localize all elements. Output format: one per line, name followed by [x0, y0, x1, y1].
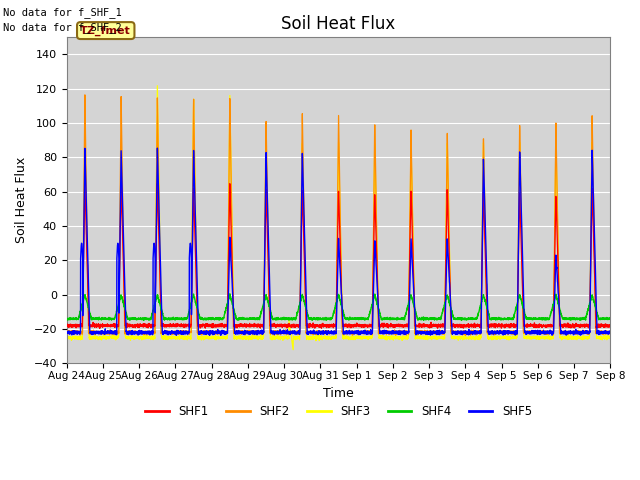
- Text: TZ_fmet: TZ_fmet: [81, 25, 131, 36]
- X-axis label: Time: Time: [323, 386, 354, 399]
- Legend: SHF1, SHF2, SHF3, SHF4, SHF5: SHF1, SHF2, SHF3, SHF4, SHF5: [140, 400, 537, 423]
- Text: No data for f_SHF_1: No data for f_SHF_1: [3, 7, 122, 18]
- Text: No data for f_SHF_2: No data for f_SHF_2: [3, 22, 122, 33]
- Y-axis label: Soil Heat Flux: Soil Heat Flux: [15, 157, 28, 243]
- Title: Soil Heat Flux: Soil Heat Flux: [282, 15, 396, 33]
